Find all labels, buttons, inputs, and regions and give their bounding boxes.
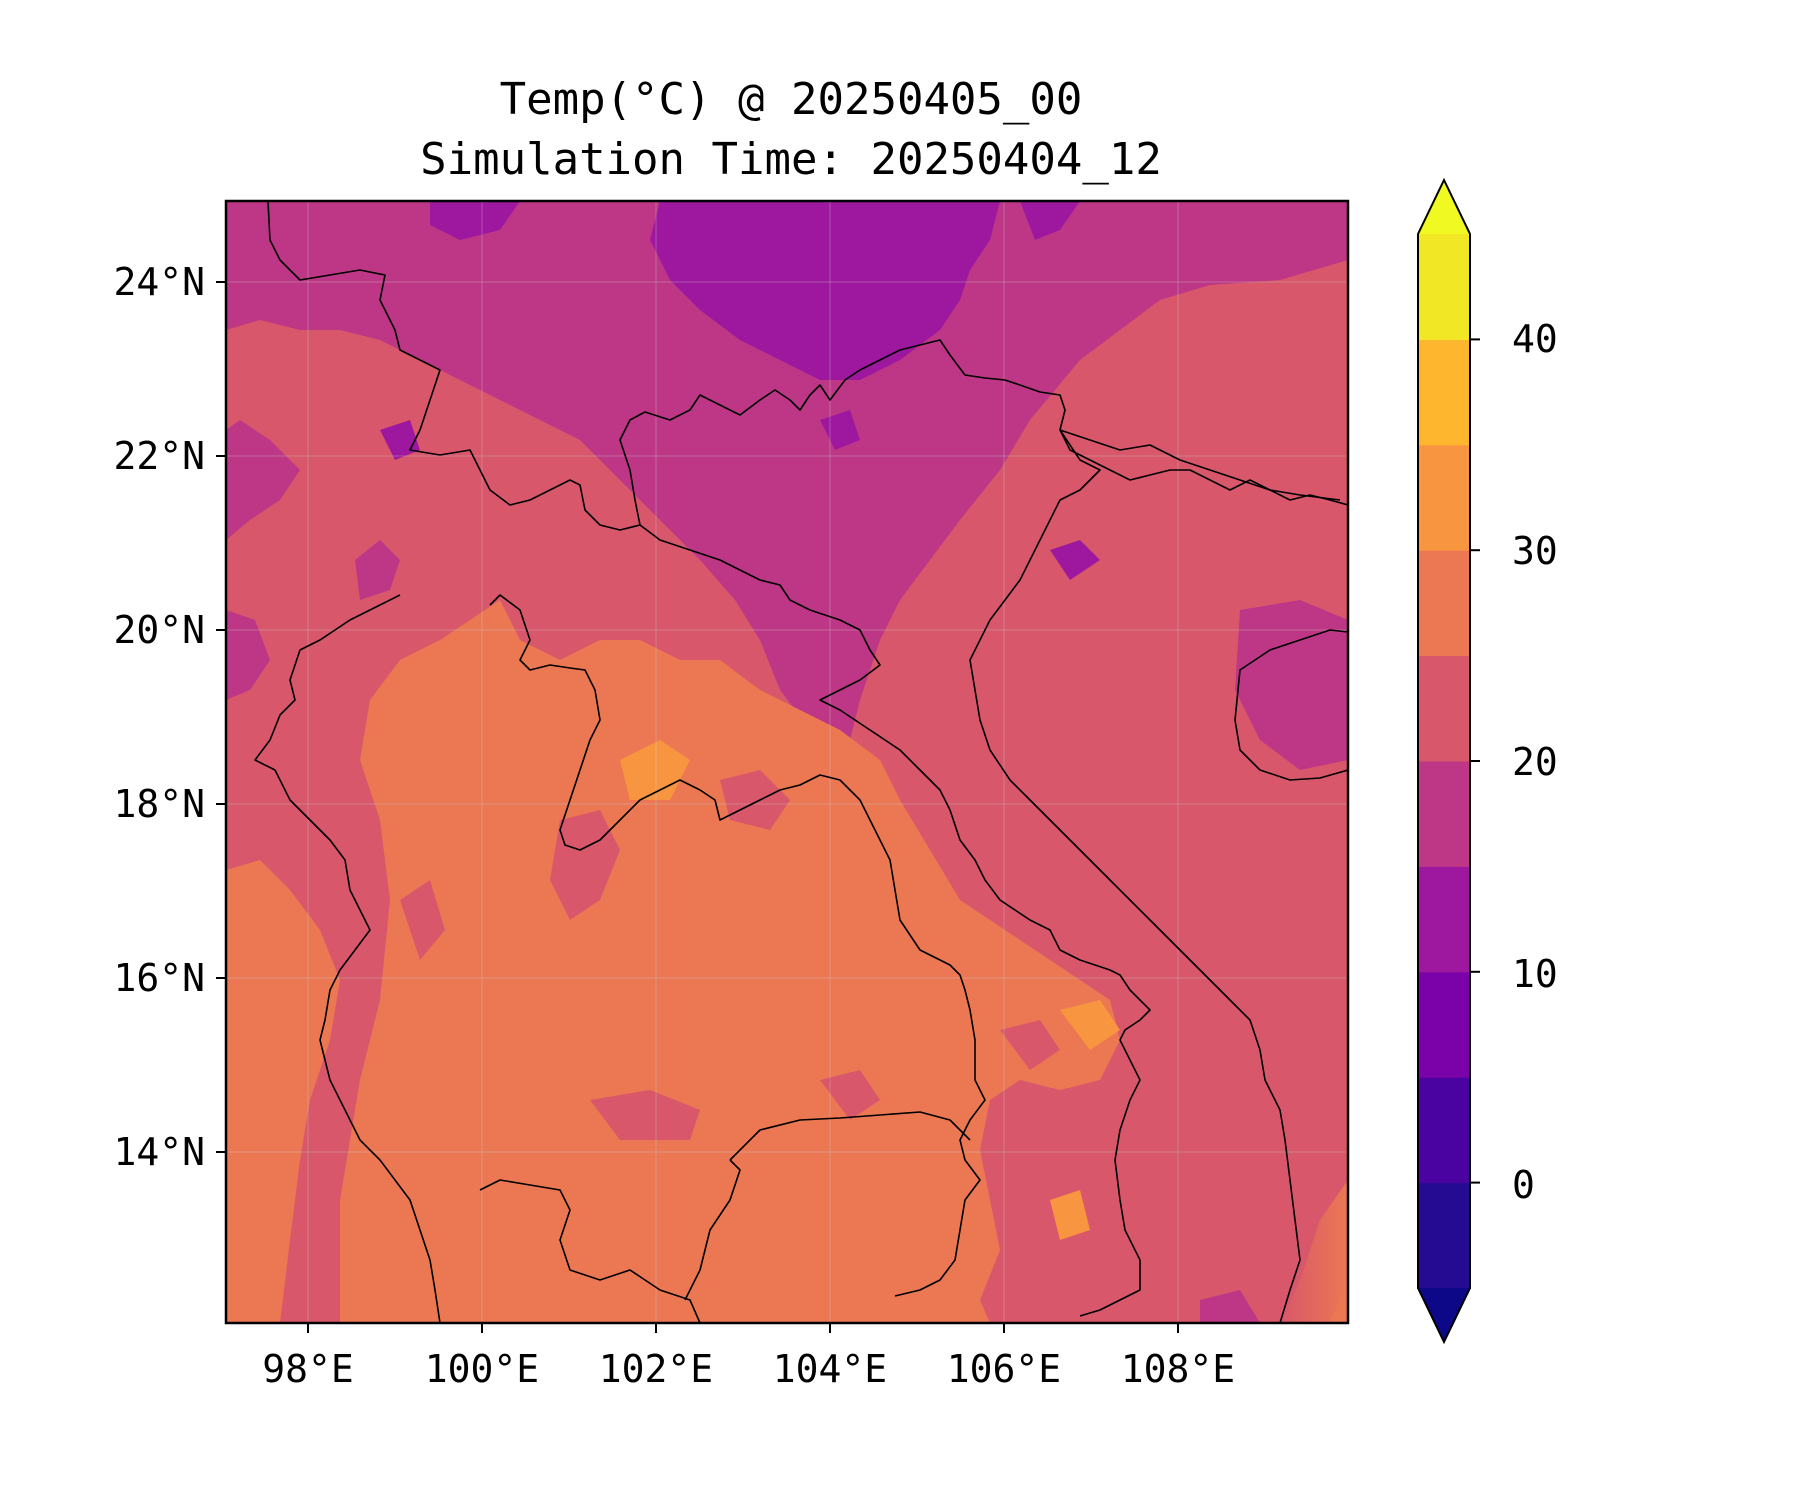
- lon-label: 104°E: [772, 1347, 888, 1391]
- map-subtitle: Simulation Time: 20250404_12: [420, 134, 1162, 185]
- colorbar-tick-label: 0: [1512, 1163, 1535, 1207]
- lon-label: 100°E: [424, 1347, 540, 1391]
- colorbar-segment: [1418, 1182, 1470, 1289]
- lon-label: 106°E: [946, 1347, 1062, 1391]
- lon-label: 102°E: [598, 1347, 714, 1391]
- lat-label: 24°N: [113, 260, 205, 304]
- colorbar-tick-label: 10: [1512, 952, 1558, 996]
- colorbar-segment: [1418, 1077, 1470, 1184]
- colorbar-segment: [1418, 234, 1470, 340]
- lon-label: 108°E: [1120, 1347, 1236, 1391]
- lat-label: 22°N: [113, 434, 205, 478]
- map-title: Temp(°C) @ 20250405_00: [499, 74, 1083, 125]
- field-warm-lowlands: [340, 600, 1120, 1323]
- colorbar-tick-label: 30: [1512, 529, 1558, 573]
- temperature-field: [226, 201, 1348, 1323]
- colorbar-segment: [1418, 971, 1470, 1078]
- colorbar-segment: [1418, 866, 1470, 973]
- field-warm-south-east: [1280, 1180, 1348, 1323]
- lat-label: 20°N: [113, 608, 205, 652]
- colorbar: [1417, 177, 1480, 1345]
- lat-label: 14°N: [113, 1130, 205, 1174]
- map-frame: [224, 199, 1350, 1325]
- colorbar-extend-min: [1418, 1288, 1470, 1342]
- lat-label: 18°N: [113, 782, 205, 826]
- colorbar-segment: [1418, 444, 1470, 551]
- field-hot-spots: [620, 740, 690, 800]
- colorbar-segment: [1418, 655, 1470, 762]
- lon-label: 98°E: [262, 1347, 354, 1391]
- country-borders: [254, 201, 1348, 1323]
- field-cool-west: [226, 420, 300, 540]
- field-warm-west: [226, 860, 340, 1323]
- lat-label: 16°N: [113, 956, 205, 1000]
- colorbar-segment: [1418, 761, 1470, 867]
- colorbar-segment: [1418, 550, 1470, 657]
- colorbar-extend-max: [1418, 180, 1470, 234]
- colorbar-outline: [1417, 177, 1471, 1345]
- gridlines: [226, 201, 1348, 1323]
- colorbar-tick-label: 20: [1512, 740, 1558, 784]
- field-cold-core: [650, 201, 1000, 380]
- colorbar-segment: [1418, 339, 1470, 446]
- field-cool-north: [226, 201, 1348, 760]
- colorbar-tick-label: 40: [1512, 317, 1558, 361]
